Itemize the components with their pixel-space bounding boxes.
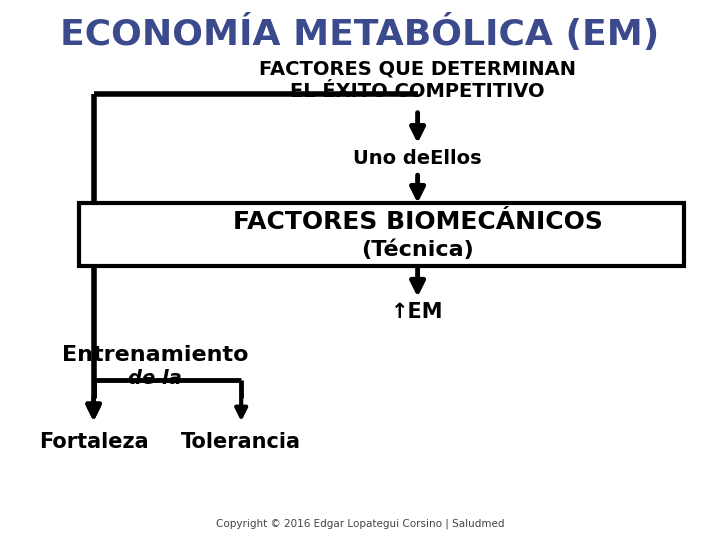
Text: Copyright © 2016 Edgar Lopategui Corsino | Saludmed: Copyright © 2016 Edgar Lopategui Corsino… xyxy=(216,518,504,529)
Text: (Técnica): (Técnica) xyxy=(361,239,474,260)
Text: ECONOMÍA METABÓLICA (EM): ECONOMÍA METABÓLICA (EM) xyxy=(60,14,660,52)
Bar xyxy=(79,203,684,267)
Text: Uno de​Ellos: Uno de​Ellos xyxy=(354,149,482,168)
Text: de la: de la xyxy=(128,369,181,388)
Text: FACTORES QUE DETERMINAN: FACTORES QUE DETERMINAN xyxy=(259,59,576,78)
Text: Entrenamiento: Entrenamiento xyxy=(61,345,248,366)
Text: FACTORES BIOMECÁNICOS: FACTORES BIOMECÁNICOS xyxy=(233,210,603,234)
Text: EL ÉXITO COMPETITIVO: EL ÉXITO COMPETITIVO xyxy=(290,82,545,101)
Text: ↑EM: ↑EM xyxy=(392,302,444,322)
Text: Tolerancia: Tolerancia xyxy=(181,431,301,451)
Text: Fortaleza: Fortaleza xyxy=(39,431,148,451)
